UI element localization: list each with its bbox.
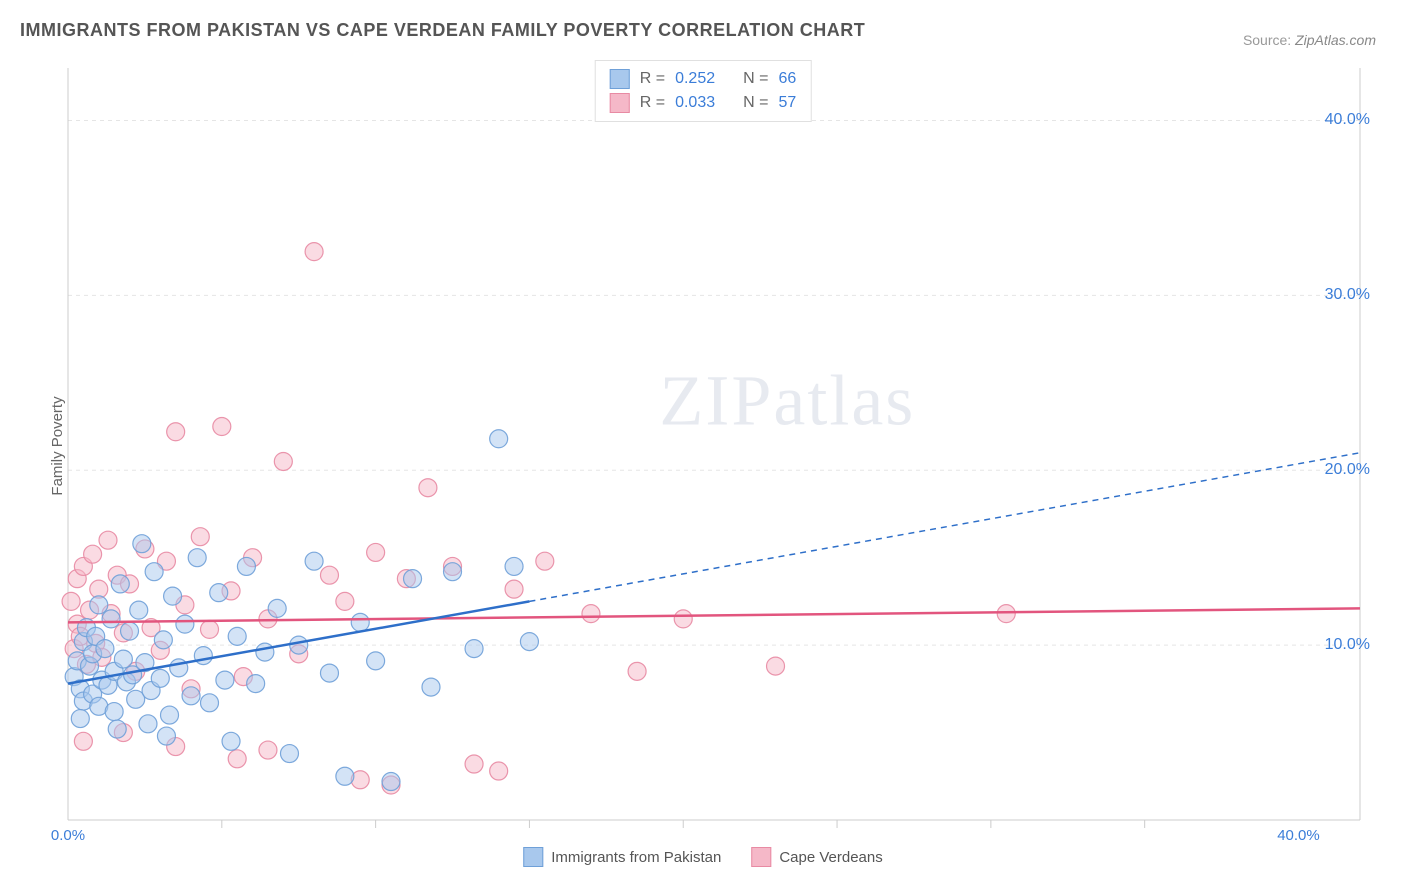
n-value-series2: 57 (778, 94, 796, 112)
r-value-series1: 0.252 (675, 70, 715, 88)
legend-item-series2: Cape Verdeans (751, 847, 882, 867)
legend-swatch-series1 (523, 847, 543, 867)
n-label: N = (743, 70, 768, 88)
swatch-series1 (610, 69, 630, 89)
x-tick-label: 40.0% (1277, 827, 1320, 844)
n-label: N = (743, 94, 768, 112)
stats-row-series2: R = 0.033 N = 57 (610, 91, 797, 115)
legend-item-series1: Immigrants from Pakistan (523, 847, 721, 867)
source-label: Source: (1243, 32, 1291, 48)
r-label: R = (640, 70, 665, 88)
stats-row-series1: R = 0.252 N = 66 (610, 67, 797, 91)
n-value-series1: 66 (778, 70, 796, 88)
x-tick-label: 0.0% (51, 827, 85, 844)
y-tick-label: 20.0% (1325, 461, 1370, 479)
chart-area (50, 60, 1376, 832)
r-label: R = (640, 94, 665, 112)
y-tick-label: 30.0% (1325, 286, 1370, 304)
y-tick-label: 10.0% (1325, 636, 1370, 654)
swatch-series2 (610, 93, 630, 113)
legend-label-series1: Immigrants from Pakistan (551, 849, 721, 866)
legend-label-series2: Cape Verdeans (779, 849, 882, 866)
chart-title: IMMIGRANTS FROM PAKISTAN VS CAPE VERDEAN… (20, 20, 865, 41)
correlation-stats-box: R = 0.252 N = 66 R = 0.033 N = 57 (595, 60, 812, 122)
source-attribution: Source: ZipAtlas.com (1243, 32, 1376, 48)
y-tick-label: 40.0% (1325, 111, 1370, 129)
legend-swatch-series2 (751, 847, 771, 867)
r-value-series2: 0.033 (675, 94, 715, 112)
source-value: ZipAtlas.com (1295, 32, 1376, 48)
scatter-chart (50, 60, 1376, 832)
x-legend: Immigrants from Pakistan Cape Verdeans (523, 847, 882, 867)
